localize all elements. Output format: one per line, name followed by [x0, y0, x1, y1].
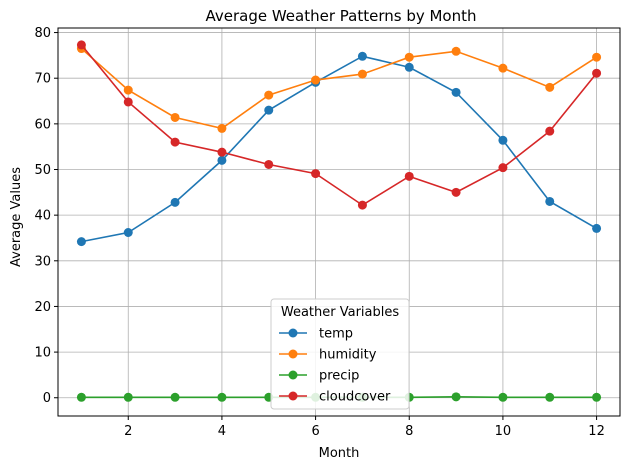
data-point-cloudcover	[123, 97, 133, 107]
data-point-cloudcover	[264, 159, 274, 169]
legend-marker-temp	[288, 328, 298, 338]
axis-ticks: 2 4 6 8 10 12 0 10 20 30 40 50 60 70 80	[34, 26, 604, 439]
data-point-humidity	[451, 46, 461, 56]
data-point-humidity	[404, 52, 414, 62]
y-tick-label: 0	[43, 391, 51, 406]
x-tick-label: 6	[311, 424, 319, 439]
legend-marker-cloudcover	[288, 391, 298, 401]
data-point-precip	[170, 392, 180, 402]
data-point-temp	[264, 105, 274, 115]
series-temp	[76, 51, 602, 247]
series-line-cloudcover	[80, 44, 598, 207]
data-point-precip	[592, 392, 602, 402]
x-axis-label: Month	[319, 446, 360, 461]
data-point-humidity	[123, 85, 133, 95]
x-tick-label: 4	[218, 424, 226, 439]
x-tick-label: 10	[495, 424, 512, 439]
data-point-cloudcover	[217, 147, 227, 157]
data-point-cloudcover	[311, 169, 321, 179]
data-point-precip	[123, 392, 133, 402]
data-point-precip	[545, 392, 555, 402]
y-tick-label: 40	[34, 209, 51, 224]
data-point-cloudcover	[76, 40, 86, 50]
data-point-temp	[545, 196, 555, 206]
legend-marker-humidity	[288, 349, 298, 359]
legend-box	[270, 298, 410, 410]
data-point-temp	[357, 51, 367, 61]
legend-label-humidity: humidity	[319, 348, 377, 363]
data-point-temp	[592, 223, 602, 233]
data-point-temp	[123, 227, 133, 237]
data-point-humidity	[498, 63, 508, 73]
y-tick-label: 60	[34, 117, 51, 132]
y-tick-label: 80	[34, 26, 51, 41]
data-point-humidity	[545, 82, 555, 92]
x-tick-label: 2	[124, 424, 132, 439]
data-point-precip	[498, 392, 508, 402]
data-point-temp	[170, 197, 180, 207]
data-point-precip	[76, 392, 86, 402]
y-axis-label: Average Values	[9, 167, 24, 267]
data-point-humidity	[217, 123, 227, 133]
series-line-humidity	[80, 47, 598, 130]
data-point-temp	[451, 87, 461, 97]
data-point-temp	[217, 155, 227, 165]
data-point-humidity	[264, 90, 274, 100]
data-point-cloudcover	[404, 171, 414, 181]
data-point-temp	[76, 237, 86, 247]
data-point-cloudcover	[357, 200, 367, 210]
y-tick-label: 20	[34, 300, 51, 315]
data-point-cloudcover	[170, 137, 180, 147]
data-point-temp	[498, 135, 508, 145]
data-point-humidity	[357, 69, 367, 79]
data-point-precip	[451, 392, 461, 402]
data-point-cloudcover	[451, 187, 461, 197]
x-tick-label: 12	[588, 424, 605, 439]
legend-marker-precip	[288, 370, 298, 380]
legend-label-precip: precip	[319, 369, 359, 384]
data-point-cloudcover	[545, 126, 555, 136]
data-point-humidity	[311, 75, 321, 85]
chart-title: Average Weather Patterns by Month	[205, 7, 476, 25]
y-tick-label: 70	[34, 72, 51, 87]
data-point-temp	[404, 62, 414, 72]
y-tick-label: 10	[34, 346, 51, 361]
legend-label-cloudcover: cloudcover	[319, 390, 391, 405]
series-humidity	[76, 44, 602, 133]
x-tick-label: 8	[405, 424, 413, 439]
y-tick-label: 30	[34, 254, 51, 269]
data-point-humidity	[592, 52, 602, 62]
plot-frame	[57, 27, 621, 417]
legend-title: Weather Variables	[281, 305, 400, 320]
series-cloudcover	[76, 40, 602, 210]
data-point-humidity	[170, 112, 180, 122]
legend-label-temp: temp	[319, 327, 353, 342]
data-point-precip	[217, 392, 227, 402]
legend: Weather Variables temp humidity precip cloud…	[270, 298, 410, 410]
data-point-cloudcover	[592, 68, 602, 78]
series-line-temp	[81, 55, 597, 243]
data-point-cloudcover	[498, 163, 508, 173]
y-tick-label: 50	[34, 163, 51, 178]
